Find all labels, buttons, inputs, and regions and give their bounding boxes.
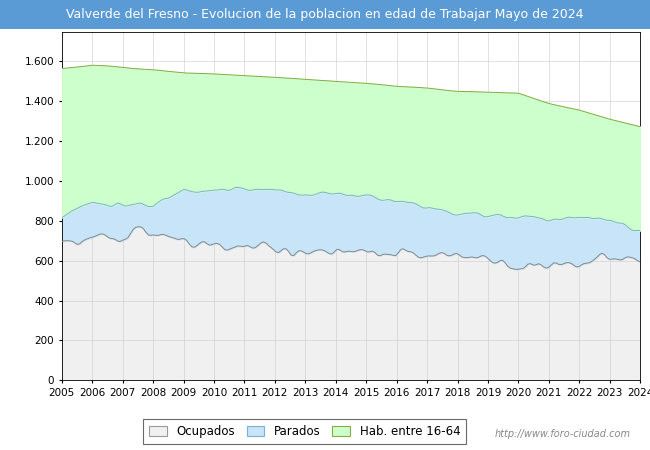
- Legend: Ocupados, Parados, Hab. entre 16-64: Ocupados, Parados, Hab. entre 16-64: [143, 419, 466, 444]
- Text: Valverde del Fresno - Evolucion de la poblacion en edad de Trabajar Mayo de 2024: Valverde del Fresno - Evolucion de la po…: [66, 8, 584, 21]
- Text: http://www.foro-ciudad.com: http://www.foro-ciudad.com: [495, 429, 630, 439]
- Text: FORO-CIUDAD.COM: FORO-CIUDAD.COM: [200, 234, 502, 262]
